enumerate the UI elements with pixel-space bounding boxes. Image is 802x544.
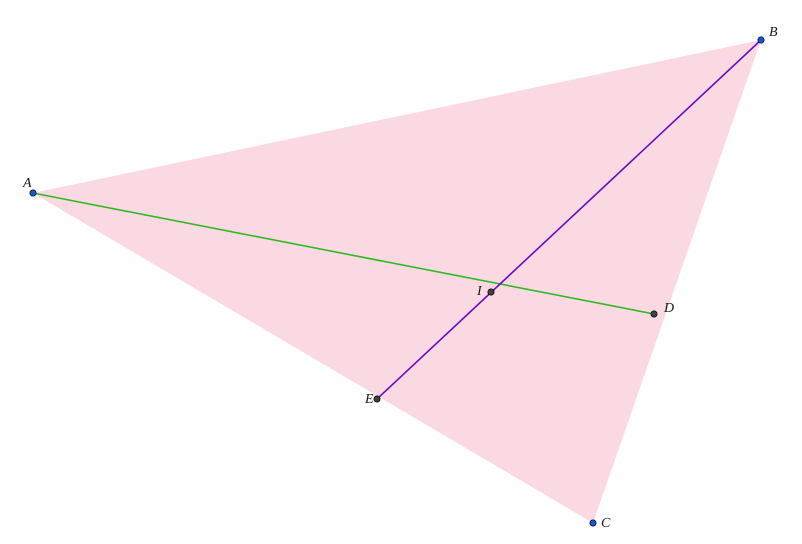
label-c: C — [601, 516, 611, 531]
point-c — [590, 520, 596, 526]
label-d: D — [663, 301, 674, 316]
label-e: E — [364, 392, 374, 407]
label-b: B — [769, 25, 778, 40]
geometry-diagram: ABCDEI — [0, 0, 802, 544]
triangle-abc — [33, 40, 761, 523]
point-b — [758, 37, 764, 43]
label-a: A — [22, 176, 32, 191]
point-e — [374, 396, 380, 402]
point-d — [651, 311, 657, 317]
point-i — [488, 289, 494, 295]
